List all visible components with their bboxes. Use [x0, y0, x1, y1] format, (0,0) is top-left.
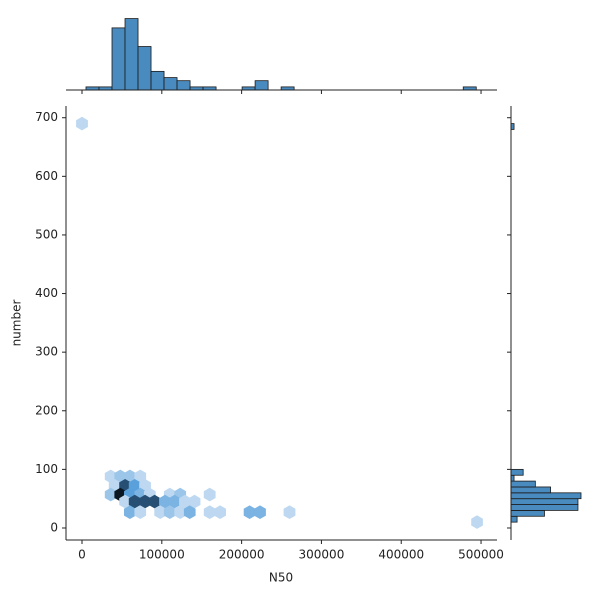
x-tick-label: 500000: [458, 548, 504, 562]
hex-cell: [214, 505, 226, 519]
hex-cell: [188, 494, 201, 509]
hex-cell: [159, 494, 171, 509]
y-axis-label: number: [10, 300, 24, 347]
y-tick-label: 300: [35, 345, 58, 359]
x-tick-label: 0: [78, 548, 86, 562]
y-tick-label: 200: [35, 403, 58, 417]
hex-cell: [124, 469, 136, 484]
hex-cell: [203, 505, 216, 519]
hex-cell: [168, 494, 181, 509]
histogram-bar: [124, 18, 139, 91]
hex-cell: [183, 505, 196, 519]
y-tick-label: 100: [35, 462, 58, 476]
hex-cell: [76, 116, 88, 131]
hex-cell: [114, 469, 127, 484]
histogram-bar: [510, 486, 551, 494]
histogram-bar: [510, 515, 518, 523]
hex-cell: [471, 515, 483, 529]
y-tick-label: 0: [50, 520, 58, 534]
y-tick-label: 600: [35, 169, 58, 183]
hex-cell: [124, 505, 136, 519]
hex-cell: [139, 494, 151, 509]
histogram-bar: [510, 492, 582, 500]
x-tick-label: 200000: [219, 548, 265, 562]
hex-cell: [119, 494, 131, 509]
histogram-bar: [510, 498, 579, 505]
hex-cell: [134, 469, 147, 484]
hex-cell: [148, 494, 161, 509]
x-tick-label: 400000: [378, 548, 424, 562]
hex-cell: [128, 494, 141, 509]
histogram-bar: [254, 80, 269, 91]
histogram-bar: [510, 468, 524, 476]
x-axis-label: N50: [269, 571, 293, 585]
y-tick-label: 400: [35, 286, 58, 300]
x-tick-label: 300000: [299, 548, 345, 562]
histogram-bar: [510, 510, 545, 517]
histogram-bar: [176, 80, 191, 91]
hex-cell: [283, 505, 296, 519]
hex-cell: [104, 487, 117, 502]
hex-cell: [174, 505, 187, 519]
hex-cell: [154, 505, 167, 519]
histogram-bar: [510, 504, 579, 511]
histogram-bar: [150, 70, 165, 91]
x-tick-label: 100000: [139, 548, 185, 562]
hex-cell: [243, 505, 256, 519]
hex-cell: [254, 505, 266, 519]
histogram-bar: [137, 46, 152, 91]
hex-cell: [203, 487, 216, 502]
hex-cell: [179, 494, 191, 509]
y-tick-label: 500: [35, 227, 58, 241]
y-tick-label: 700: [35, 110, 58, 124]
histogram-bar: [510, 480, 536, 488]
histogram-bar: [111, 27, 126, 91]
hex-cell: [163, 505, 176, 519]
histogram-bar: [163, 77, 178, 91]
hex-cell: [134, 505, 147, 519]
